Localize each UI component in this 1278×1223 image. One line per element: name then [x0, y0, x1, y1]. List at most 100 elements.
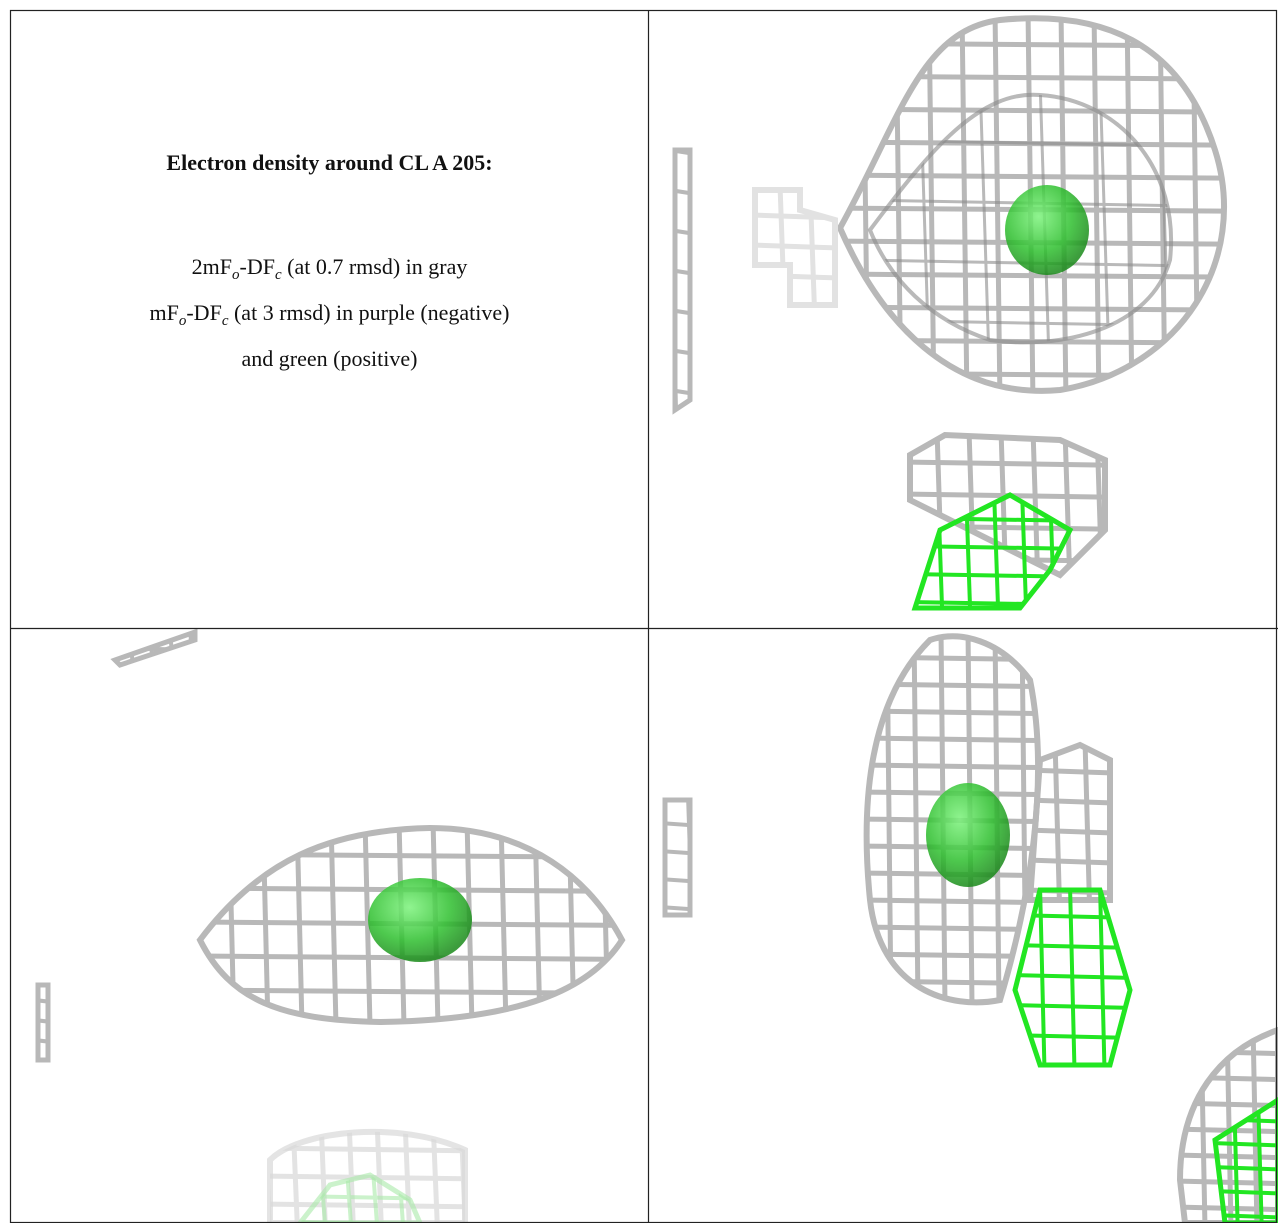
mesh-outline	[1026, 741, 1113, 903]
mesh-line	[866, 897, 1039, 906]
mesh-line	[1094, 435, 1105, 575]
mesh-line	[866, 708, 1039, 717]
mesh-line	[840, 172, 1225, 181]
mesh-line	[110, 668, 200, 670]
mesh-line	[265, 1120, 470, 1123]
mesh-line	[1215, 1165, 1278, 1172]
mesh-line	[1128, 890, 1130, 1065]
mesh-line	[1215, 1100, 1216, 1223]
mesh-line	[840, 73, 1225, 82]
caption-title: Electron density around CL A 205:	[166, 150, 493, 175]
text-run: (at 3 rmsd) in purple (negative)	[228, 300, 510, 325]
text-run: -DF	[186, 300, 222, 325]
caption-line: mFo-DFc (at 3 rmsd) in purple (negative)	[11, 294, 648, 340]
chloride-sphere	[1005, 185, 1089, 275]
mesh-line	[840, 271, 1225, 280]
mesh-line	[1048, 495, 1057, 608]
mesh-outline	[296, 1172, 423, 1223]
subscript: c	[221, 313, 229, 329]
mesh-line	[675, 268, 690, 276]
mesh-line	[840, 185, 845, 310]
mesh-outline	[267, 1128, 468, 1223]
mesh-line	[1062, 435, 1073, 575]
mesh-line	[660, 795, 700, 798]
mesh-line	[1180, 1048, 1278, 1057]
mesh-line	[675, 308, 690, 316]
mesh-line	[1180, 1030, 1278, 1031]
mesh-line	[1015, 943, 1130, 950]
mesh-line	[195, 820, 630, 823]
mesh-line	[38, 1018, 48, 1024]
mesh-line	[866, 978, 1039, 987]
mesh-line	[290, 1131, 300, 1223]
mesh-outline	[867, 92, 1174, 345]
mesh-line	[918, 94, 931, 343]
subscript: c	[274, 267, 282, 283]
mesh-outline	[907, 431, 1108, 579]
mesh-line	[200, 851, 622, 860]
mesh-line	[1215, 1141, 1278, 1148]
mesh-line	[860, 18, 871, 391]
mesh-line	[1180, 1178, 1278, 1187]
mesh-line	[1215, 1213, 1278, 1220]
mesh-outline	[863, 633, 1042, 1006]
text-run: (at 0.7 rmsd) in gray	[281, 254, 468, 279]
mesh-outline	[196, 824, 626, 1026]
mesh-line	[992, 495, 1001, 608]
mesh-outline	[110, 628, 198, 668]
mesh-line	[998, 435, 1009, 575]
text-run: mF	[149, 300, 179, 325]
chloride-sphere	[926, 783, 1010, 887]
mesh-line	[915, 544, 1070, 551]
mesh-line	[38, 1038, 48, 1044]
mesh-line	[675, 348, 690, 356]
mesh-line	[675, 188, 690, 196]
mesh-line	[840, 40, 1225, 49]
caption-line: and green (positive)	[11, 340, 648, 378]
mesh-line	[866, 654, 1039, 663]
mesh-line	[755, 272, 835, 281]
mesh-outline	[1012, 887, 1133, 1068]
caption: Electron density around CL A 205: 2mFo-D…	[11, 150, 648, 378]
mesh-line	[915, 600, 1070, 607]
mesh-line	[1198, 1030, 1208, 1223]
mesh-line	[860, 630, 864, 1010]
mesh-line	[270, 1145, 465, 1154]
mesh-outline	[662, 797, 693, 918]
mesh-line	[978, 94, 991, 343]
mesh-line	[1256, 1100, 1264, 1223]
density-mesh	[265, 1120, 470, 1223]
mesh-line	[910, 459, 1105, 468]
subscript: o	[178, 313, 187, 329]
mesh-line	[675, 388, 690, 396]
mesh-line	[1030, 857, 1110, 866]
mesh-line	[1030, 435, 1041, 575]
mesh-line	[915, 572, 1070, 579]
mesh-line	[110, 628, 113, 670]
mesh-line	[675, 228, 690, 236]
mesh-outline	[752, 187, 838, 308]
caption-line: 2mFo-DFc (at 0.7 rmsd) in gray	[11, 248, 648, 294]
mesh-line	[830, 10, 835, 400]
mesh-line	[1115, 740, 1120, 905]
mesh-line	[226, 828, 237, 1022]
mesh-line	[1250, 1030, 1260, 1223]
mesh-line	[1232, 1100, 1240, 1223]
mesh-line	[1098, 94, 1111, 343]
mesh-line	[34, 980, 52, 982]
mesh-line	[915, 495, 917, 608]
mesh-line	[1190, 18, 1201, 391]
mesh-line	[1015, 1003, 1130, 1010]
mesh-line	[1180, 1100, 1278, 1109]
caption-lines: 2mFo-DFc (at 0.7 rmsd) in gray mFo-DFc (a…	[11, 248, 648, 378]
chloride-sphere	[368, 878, 472, 962]
density-mesh	[34, 980, 52, 1060]
mesh-line	[200, 828, 203, 1022]
mesh-line	[1015, 973, 1130, 980]
mesh-line	[910, 523, 1105, 532]
mesh-line	[1210, 1095, 1278, 1097]
mesh-line	[840, 304, 1225, 313]
mesh-line	[38, 998, 48, 1004]
